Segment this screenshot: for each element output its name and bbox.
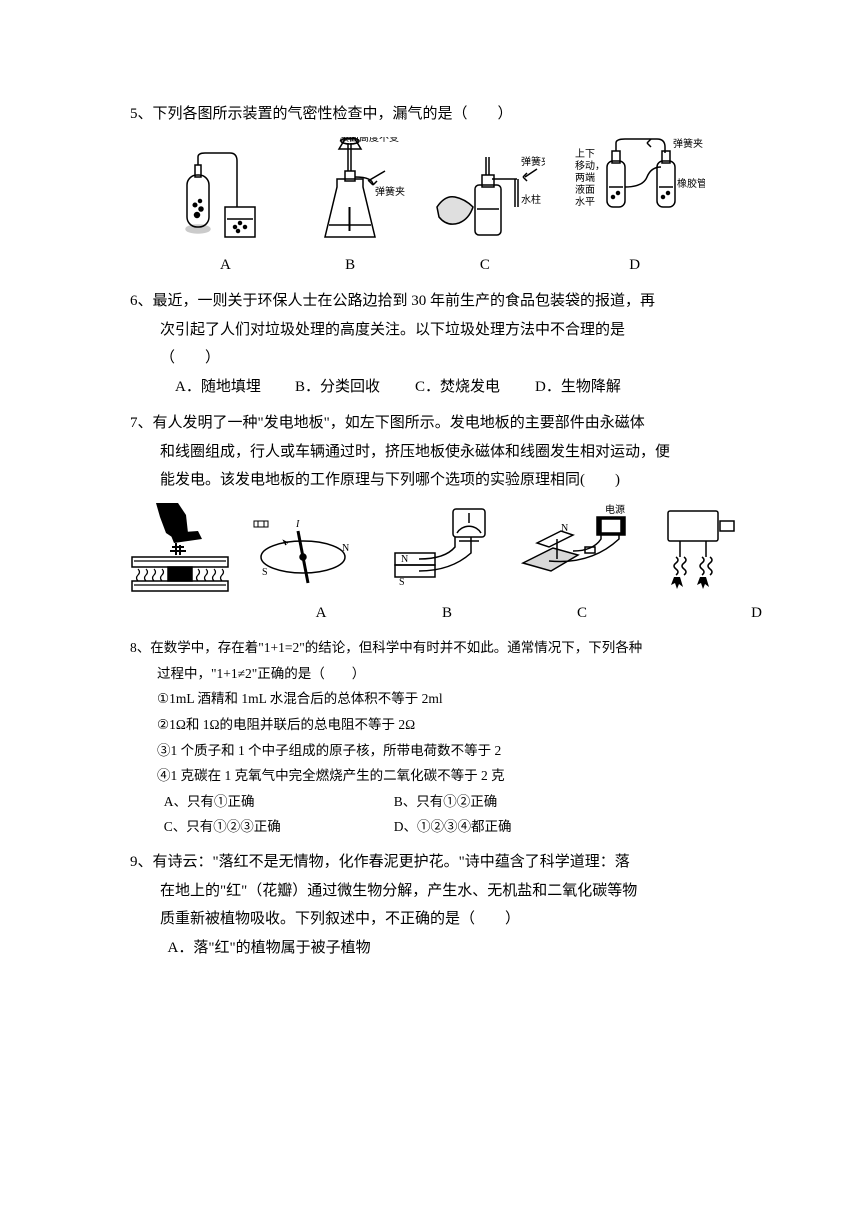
q5-label-b: B bbox=[295, 251, 405, 280]
q5-apparatus-a: A bbox=[175, 147, 275, 280]
q8-opt-b: B、只有①②正确 bbox=[394, 789, 624, 815]
q7-img-d bbox=[660, 503, 770, 595]
q7-label-d: D bbox=[652, 599, 762, 628]
q9-line1: 9、有诗云："落红不是无情物，化作春泥更护花。"诗中蕴含了科学道理：落 bbox=[130, 848, 750, 877]
q7-img-c: 电源 N bbox=[513, 503, 643, 595]
q6-opt-b: B．分类回收 bbox=[295, 373, 415, 402]
svg-text:N: N bbox=[342, 543, 349, 554]
q8-line2: 过程中，"1+1≠2"正确的是（ ） bbox=[130, 661, 750, 687]
q5-ann-d-left-2: 移动， bbox=[575, 159, 605, 172]
q5-diagram-row: A bbox=[130, 137, 750, 280]
q5-ann-c-water: 水柱 bbox=[521, 193, 541, 206]
q7-diagram-row: S N I bbox=[130, 503, 770, 595]
q8-opt-d: D、①②③④都正确 bbox=[394, 814, 624, 840]
svg-text:S: S bbox=[399, 577, 405, 588]
q7-line1: 7、有人发明了一种"发电地板"，如左下图所示。发电地板的主要部件由永磁体 bbox=[130, 409, 750, 438]
question-7: 7、有人发明了一种"发电地板"，如左下图所示。发电地板的主要部件由永磁体 和线圈… bbox=[130, 409, 750, 627]
q7-label-a: A bbox=[260, 599, 382, 628]
question-6: 6、最近，一则关于环保人士在公路边拾到 30 年前生产的食品包装袋的报道，再 次… bbox=[130, 287, 750, 401]
q9-text1: 有诗云："落红不是无情物，化作春泥更护花。"诗中蕴含了科学道理：落 bbox=[153, 854, 630, 870]
q5-ann-d-clip: 弹簧夹 bbox=[673, 137, 703, 150]
q9-line3: 质重新被植物吸收。下列叙述中，不正确的是（ ） bbox=[130, 905, 750, 934]
exam-page: 5、下列各图所示装置的气密性检查中，漏气的是（ ） bbox=[0, 0, 860, 1030]
q6-opt-d: D．生物降解 bbox=[535, 373, 655, 402]
q6-number: 6、 bbox=[130, 293, 153, 309]
q5-text: 下列各图所示装置的气密性检查中，漏气的是（ ） bbox=[153, 106, 513, 122]
q5-label-c: C bbox=[425, 251, 545, 280]
question-8: 8、在数学中，存在着"1+1=2"的结论，但科学中有时并不如此。通常情况下，下列… bbox=[130, 635, 750, 840]
q5-ann-d-left-1: 上下 bbox=[575, 148, 595, 160]
q5-svg-d: 上下 移动， 两端 液面 水平 弹簧夹 橡胶管 bbox=[565, 137, 705, 247]
q5-label-a: A bbox=[175, 251, 275, 280]
q6-line2: 次引起了人们对垃圾处理的高度关注。以下垃圾处理方法中不合理的是 bbox=[130, 316, 750, 345]
q7-number: 7、 bbox=[130, 415, 153, 431]
q5-apparatus-b: 液面高度不变 弹簧夹 B bbox=[295, 137, 405, 280]
q5-svg-a bbox=[175, 147, 275, 247]
q9-opt-a: A．落"红"的植物属于被子植物 bbox=[130, 934, 750, 963]
q6-line1: 6、最近，一则关于环保人士在公路边拾到 30 年前生产的食品包装袋的报道，再 bbox=[130, 287, 750, 316]
q7-labels-row: A B C D bbox=[130, 599, 770, 628]
q8-number: 8、 bbox=[130, 640, 150, 655]
q7-img-b: N S bbox=[375, 503, 495, 595]
q7-ann-source: 电源 bbox=[605, 503, 625, 516]
q5-svg-b: 液面高度不变 弹簧夹 bbox=[295, 137, 405, 247]
q5-apparatus-d: 上下 移动， 两端 液面 水平 弹簧夹 橡胶管 D bbox=[565, 137, 705, 280]
q6-text1: 最近，一则关于环保人士在公路边拾到 30 年前生产的食品包装袋的报道，再 bbox=[153, 293, 656, 309]
question-5: 5、下列各图所示装置的气密性检查中，漏气的是（ ） bbox=[130, 100, 750, 279]
q8-line1: 8、在数学中，存在着"1+1=2"的结论，但科学中有时并不如此。通常情况下，下列… bbox=[130, 635, 750, 661]
q5-stem: 5、下列各图所示装置的气密性检查中，漏气的是（ ） bbox=[130, 100, 750, 129]
svg-text:I: I bbox=[295, 519, 300, 530]
q7-line2: 和线圈组成，行人或车辆通过时，挤压地板使永磁体和线圈发生相对运动，便 bbox=[130, 438, 750, 467]
q5-ann-b-clip: 弹簧夹 bbox=[375, 185, 405, 198]
q8-item1: ①1mL 酒精和 1mL 水混合后的总体积不等于 2ml bbox=[130, 686, 750, 712]
q5-ann-d-tube: 橡胶管 bbox=[677, 177, 705, 190]
q8-text1: 在数学中，存在着"1+1=2"的结论，但科学中有时并不如此。通常情况下，下列各种 bbox=[150, 640, 642, 655]
q5-ann-c-clip: 弹簧夹 bbox=[521, 155, 545, 168]
q7-img-a: S N I bbox=[248, 513, 358, 595]
q5-ann-d-left-3: 两端 bbox=[575, 171, 595, 184]
q8-item3: ③1 个质子和 1 个中子组成的原子核，所带电荷数不等于 2 bbox=[130, 738, 750, 764]
svg-text:N: N bbox=[561, 523, 568, 534]
q8-opt-a: A、只有①正确 bbox=[164, 789, 394, 815]
q5-ann-d-left-4: 液面 bbox=[575, 183, 595, 196]
q8-opt-c: C、只有①②③正确 bbox=[164, 814, 394, 840]
q9-line2: 在地上的"红"（花瓣）通过微生物分解，产生水、无机盐和二氧化碳等物 bbox=[130, 877, 750, 906]
q5-label-d: D bbox=[565, 251, 705, 280]
q6-options: A．随地填埋 B．分类回收 C．焚烧发电 D．生物降解 bbox=[130, 373, 750, 402]
q7-text1: 有人发明了一种"发电地板"，如左下图所示。发电地板的主要部件由永磁体 bbox=[153, 415, 645, 431]
q5-number: 5、 bbox=[130, 106, 153, 122]
svg-text:N: N bbox=[401, 554, 408, 565]
q7-line3: 能发电。该发电地板的工作原理与下列哪个选项的实验原理相同( ) bbox=[130, 466, 750, 495]
q7-left-img bbox=[130, 503, 230, 595]
q6-line3: （ ） bbox=[130, 344, 750, 373]
q8-options: A、只有①正确 B、只有①②正确 C、只有①②③正确 D、①②③④都正确 bbox=[130, 789, 750, 840]
q6-opt-c: C．焚烧发电 bbox=[415, 373, 535, 402]
q7-label-b: B bbox=[382, 599, 512, 628]
q5-ann-b-top: 液面高度不变 bbox=[339, 137, 399, 144]
q8-item4: ④1 克碳在 1 克氧气中完全燃烧产生的二氧化碳不等于 2 克 bbox=[130, 763, 750, 789]
q9-number: 9、 bbox=[130, 854, 153, 870]
q5-apparatus-c: 弹簧夹 水柱 C bbox=[425, 147, 545, 280]
q7-label-c: C bbox=[512, 599, 652, 628]
question-9: 9、有诗云："落红不是无情物，化作春泥更护花。"诗中蕴含了科学道理：落 在地上的… bbox=[130, 848, 750, 962]
q8-item2: ②1Ω和 1Ω的电阻并联后的总电阻不等于 2Ω bbox=[130, 712, 750, 738]
q6-opt-a: A．随地填埋 bbox=[175, 373, 295, 402]
q5-ann-d-left-5: 水平 bbox=[575, 196, 595, 208]
q5-svg-c: 弹簧夹 水柱 bbox=[425, 147, 545, 247]
svg-text:S: S bbox=[262, 567, 268, 578]
